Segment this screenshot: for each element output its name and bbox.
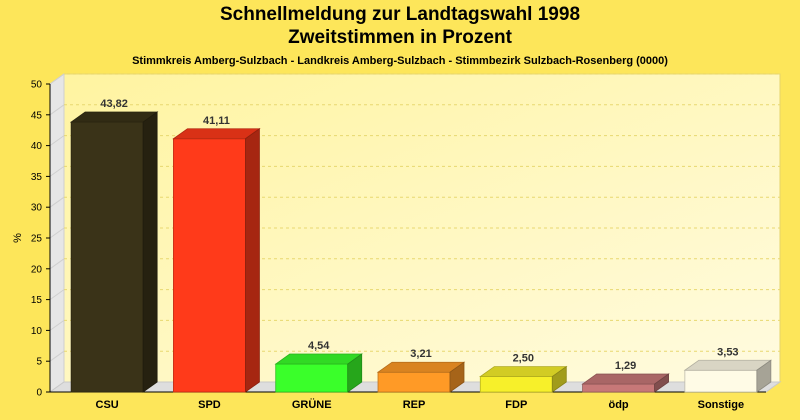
data-label: 43,82 <box>100 98 128 110</box>
y-tick-label: 35 <box>31 172 43 183</box>
y-tick-label: 20 <box>31 264 43 275</box>
bar-spd <box>172 127 261 393</box>
grid-line-side <box>49 135 65 147</box>
bar-ödp <box>581 373 670 393</box>
grid-line-side <box>49 289 65 301</box>
x-tick-label: GRÜNE <box>292 398 332 411</box>
y-tick-label: 0 <box>36 388 42 399</box>
grid-line-side <box>49 196 65 208</box>
y-tick-label: 45 <box>31 110 43 121</box>
bars <box>69 111 773 393</box>
bar-top <box>683 359 773 371</box>
bar-side <box>551 365 567 393</box>
bar-front <box>479 376 553 393</box>
x-tick-label: FDP <box>505 399 527 411</box>
bar-rep <box>376 361 466 393</box>
y-axis-title: % <box>12 233 24 243</box>
bar-top <box>376 361 466 373</box>
x-tick-label: SPD <box>198 399 221 411</box>
bar-side <box>654 373 669 393</box>
bar-side <box>142 111 158 393</box>
bar-top <box>172 128 261 140</box>
y-tick-label: 5 <box>36 357 42 368</box>
chart-caption: Stimmkreis Amberg-Sulzbach - Landkreis A… <box>132 55 668 67</box>
bar-front <box>684 369 758 393</box>
data-label: 1,29 <box>615 360 636 372</box>
plot-area <box>48 73 782 393</box>
chart-title: Schnellmeldung zur Landtagswahl 1998 <box>219 4 581 25</box>
y-tick-label: 40 <box>31 141 43 152</box>
grid-line-side <box>49 165 65 177</box>
chart-subtitle: Zweitstimmen in Prozent <box>288 27 512 48</box>
bar-front <box>173 138 246 393</box>
bar-side <box>245 127 260 393</box>
bar-top <box>581 373 670 385</box>
x-tick-label: CSU <box>96 399 119 411</box>
bar-top <box>274 353 363 365</box>
bar-front <box>377 371 451 393</box>
grid-lines <box>49 73 780 362</box>
y-tick-label: 50 <box>31 80 43 91</box>
data-label: 4,54 <box>308 340 330 352</box>
bar-side <box>347 353 363 393</box>
grid-line-side <box>49 104 65 116</box>
data-label: 3,21 <box>410 348 431 360</box>
grid-line-side <box>49 227 65 239</box>
bar-fdp <box>479 365 568 393</box>
bar-front <box>582 383 655 393</box>
grid-line-side <box>49 258 65 270</box>
y-tick-label: 10 <box>31 326 43 337</box>
labels: 43,82 CSU 41,11 SPD 4,54 GRÜNE 3,21 REP 2,50 FDP 1… <box>96 98 745 411</box>
bar-front <box>70 121 144 393</box>
grid-line-side <box>49 319 65 331</box>
data-label: 41,11 <box>203 115 230 127</box>
bar-front <box>275 363 349 393</box>
x-tick-label: REP <box>403 399 426 411</box>
data-label: 2,50 <box>513 353 534 365</box>
y-tick-label: 25 <box>31 234 43 245</box>
y-tick-label: 15 <box>31 295 43 306</box>
bar-top <box>69 111 159 123</box>
bar-sonstige <box>683 359 773 393</box>
grid-line-side <box>49 73 65 85</box>
grid-line-side <box>49 350 65 362</box>
bar-side <box>449 361 465 393</box>
y-tick-label: 30 <box>31 203 43 214</box>
x-tick-label: Sonstige <box>698 399 744 411</box>
bar-grüne <box>274 353 363 393</box>
bar-csu <box>69 111 159 393</box>
bar-top <box>479 366 568 378</box>
bar-side <box>756 359 772 393</box>
x-tick-label: ödp <box>608 399 628 411</box>
data-label: 3,53 <box>717 346 738 358</box>
